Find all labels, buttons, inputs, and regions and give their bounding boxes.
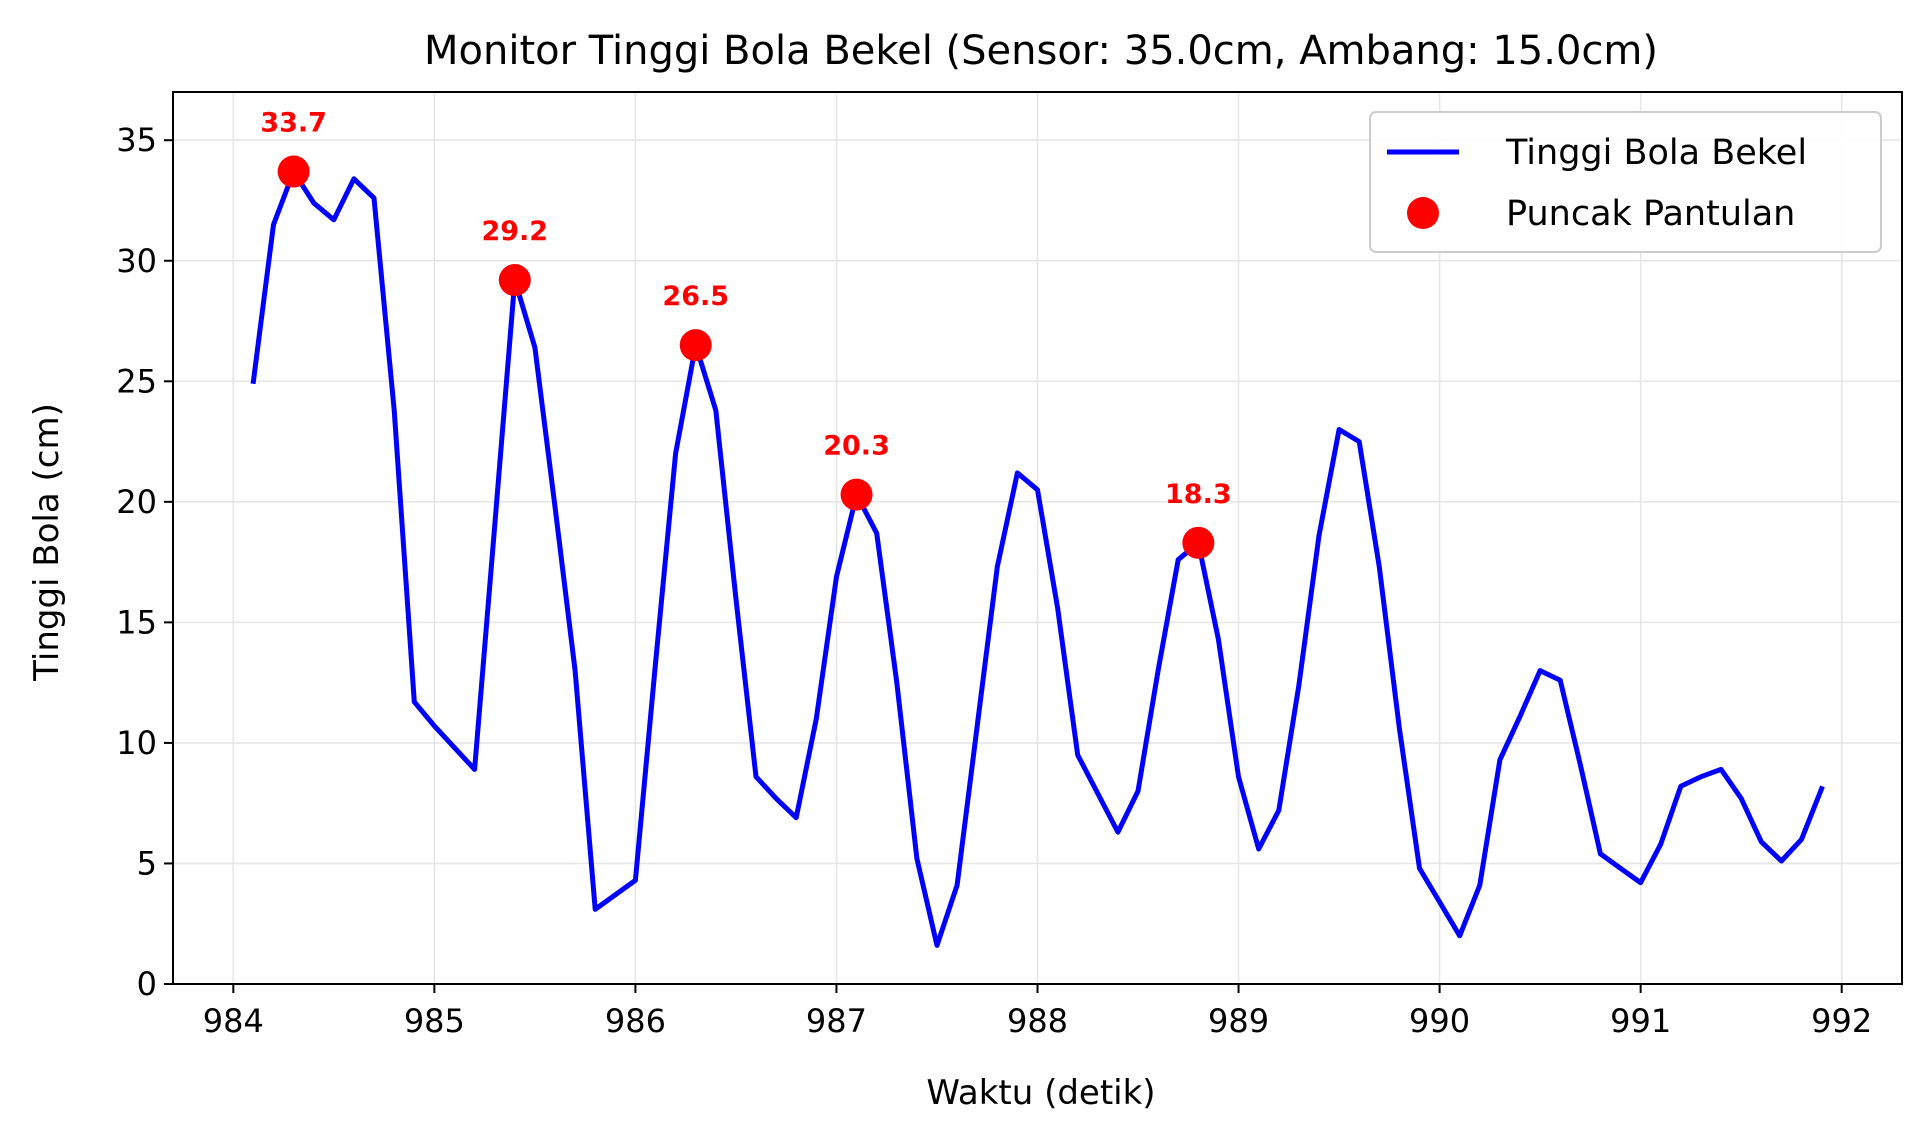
peak-label: 33.7	[260, 108, 327, 139]
peak-point	[679, 329, 712, 362]
y-axis-title: Tinggi Bola (cm)	[27, 403, 67, 682]
x-tick-label: 988	[1007, 1002, 1068, 1040]
x-tick-label: 992	[1811, 1002, 1872, 1040]
y-tick-label: 25	[116, 362, 157, 400]
chart-title: Monitor Tinggi Bola Bekel (Sensor: 35.0c…	[424, 28, 1658, 74]
peak-label: 29.2	[481, 216, 548, 247]
x-tick-label: 986	[605, 1002, 666, 1040]
legend-label-line: Tinggi Bola Bekel	[1505, 133, 1807, 173]
legend: Tinggi Bola Bekel Puncak Pantulan	[1369, 111, 1882, 253]
peak-point	[277, 155, 310, 188]
peak-point	[840, 478, 873, 511]
peak-label: 18.3	[1165, 479, 1232, 510]
y-tick-label: 30	[116, 242, 157, 280]
y-tick-label: 15	[116, 603, 157, 641]
peak-point	[1182, 526, 1215, 559]
legend-box	[1369, 111, 1882, 253]
x-tick-label: 990	[1409, 1002, 1470, 1040]
x-tick-label: 991	[1610, 1002, 1671, 1040]
peak-label: 20.3	[823, 431, 890, 462]
peak-point	[498, 264, 531, 297]
peak-label: 26.5	[662, 281, 729, 312]
legend-marker-swatch	[1407, 197, 1439, 229]
y-tick-label: 20	[116, 483, 157, 521]
x-axis-title: Waktu (detik)	[926, 1073, 1155, 1113]
y-tick-label: 0	[137, 965, 157, 1003]
series-layer: 33.7 29.2 26.5 20.3 18.3	[250, 108, 1825, 948]
x-tick-label: 984	[203, 1002, 264, 1040]
x-tick-label: 987	[806, 1002, 867, 1040]
y-tick-label: 5	[137, 844, 157, 882]
x-tick-label: 989	[1208, 1002, 1269, 1040]
x-tick-label: 985	[404, 1002, 465, 1040]
legend-label-peaks: Puncak Pantulan	[1506, 194, 1795, 234]
y-tick-label: 35	[116, 121, 157, 159]
axes-layer: 984 985 986 987 988 989 990 991 992 0 5 10 15 20 25 30 3…	[116, 91, 1903, 1040]
y-tick-label: 10	[116, 724, 157, 762]
